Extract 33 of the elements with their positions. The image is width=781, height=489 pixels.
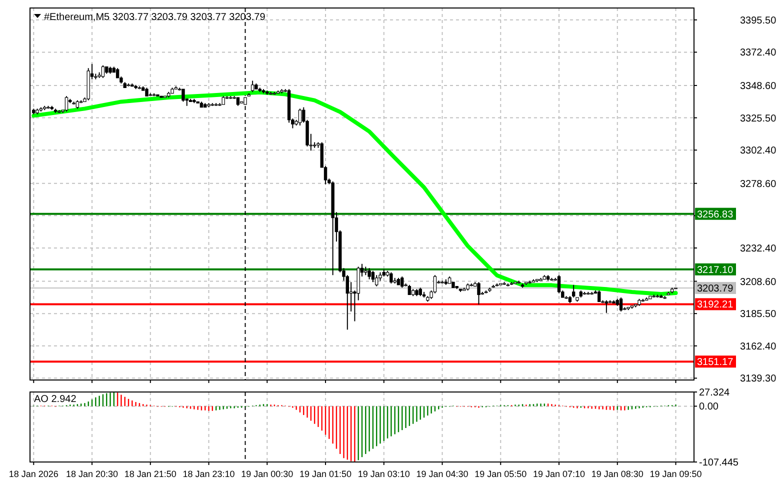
x-tick-label: 19 Jan 01:50 (299, 469, 352, 479)
y-tick-label: 3232.40 (740, 243, 777, 254)
y-tick-label: 3139.30 (740, 374, 777, 385)
ref-line-label: 3203.79 (697, 283, 734, 294)
y-tick-label: -107.445 (699, 458, 739, 468)
ref-line-label: 3151.17 (697, 357, 734, 368)
ref-line-label: 3217.10 (697, 264, 734, 276)
y-tick-label: 3185.50 (740, 309, 777, 320)
x-tick-label: 19 Jan 03:10 (358, 469, 410, 479)
y-tick-label: 3348.60 (740, 80, 777, 92)
x-tick-label: 19 Jan 08:30 (591, 469, 644, 479)
y-tick-label: 3208.60 (740, 276, 777, 288)
y-tick-label: 0.00 (699, 402, 719, 413)
y-tick-label: 3278.60 (740, 178, 777, 190)
ref-line-label: 3192.21 (697, 300, 734, 311)
x-tick-label: 19 Jan 07:10 (532, 469, 586, 479)
x-tick-label: 19 Jan 05:50 (474, 469, 527, 479)
x-tick-label: 18 Jan 21:50 (124, 469, 176, 479)
x-tick-label: 19 Jan 04:30 (416, 469, 468, 479)
chart-title: AO 2.942 (34, 394, 77, 405)
x-tick-label: 18 Jan 23:10 (182, 469, 235, 479)
x-tick-label: 19 Jan 00:30 (241, 469, 294, 479)
ref-line-label: 3256.83 (697, 209, 734, 220)
x-tick-label: 19 Jan 09:50 (650, 469, 702, 479)
y-tick-label: 3372.40 (740, 48, 777, 59)
x-tick-label: 18 Jan 20:30 (66, 469, 118, 479)
y-tick-label: 3302.40 (740, 146, 777, 157)
y-tick-label: 3162.40 (740, 341, 777, 352)
y-tick-label: 27.324 (699, 388, 730, 398)
chart-title: #Ethereum,M5 3203.77 3203.79 3203.77 3203.79 (44, 12, 266, 23)
y-tick-label: 3325.50 (740, 113, 777, 124)
y-tick-label: 3395.50 (740, 15, 777, 26)
x-tick-label: 18 Jan 2026 (8, 469, 58, 479)
